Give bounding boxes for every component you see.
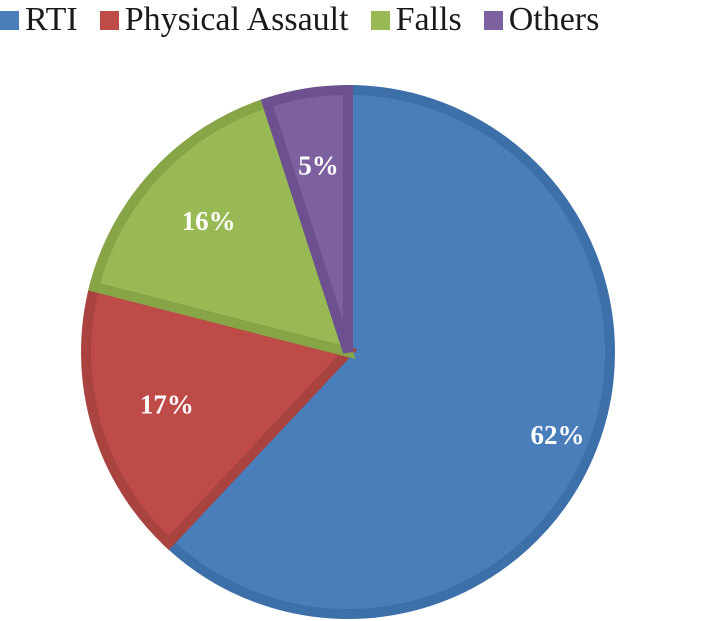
legend-label-physical-assault: Physical Assault bbox=[124, 1, 349, 38]
legend-item-falls: Falls bbox=[370, 1, 462, 38]
pie-slice-physical-assault bbox=[81, 280, 358, 551]
legend-item-rti: RTI bbox=[0, 2, 78, 38]
pie-slices bbox=[81, 84, 615, 619]
legend-item-others: Others bbox=[483, 1, 600, 38]
legend-swatch-others bbox=[483, 10, 503, 30]
slice-label-others: 5% bbox=[298, 151, 339, 181]
slice-label-physical-assault: 17% bbox=[140, 390, 194, 420]
legend-swatch-rti bbox=[0, 10, 19, 30]
legend-label-others: Others bbox=[508, 1, 600, 38]
chart-legend: RTI Physical Assault Falls Others bbox=[0, 2, 712, 38]
pie-slice-others bbox=[260, 84, 353, 354]
slice-label-rti: 62% bbox=[530, 420, 584, 450]
pie-slice-labels: 62% 17% 16% 5% bbox=[140, 151, 585, 450]
legend-label-falls: Falls bbox=[395, 1, 462, 38]
legend-swatch-physical-assault bbox=[99, 10, 119, 30]
pie-slice-rti bbox=[161, 84, 615, 619]
legend-swatch-falls bbox=[370, 10, 390, 30]
legend-label-rti: RTI bbox=[25, 1, 78, 38]
slice-label-falls: 16% bbox=[182, 206, 236, 236]
legend-item-physical-assault: Physical Assault bbox=[99, 1, 349, 38]
